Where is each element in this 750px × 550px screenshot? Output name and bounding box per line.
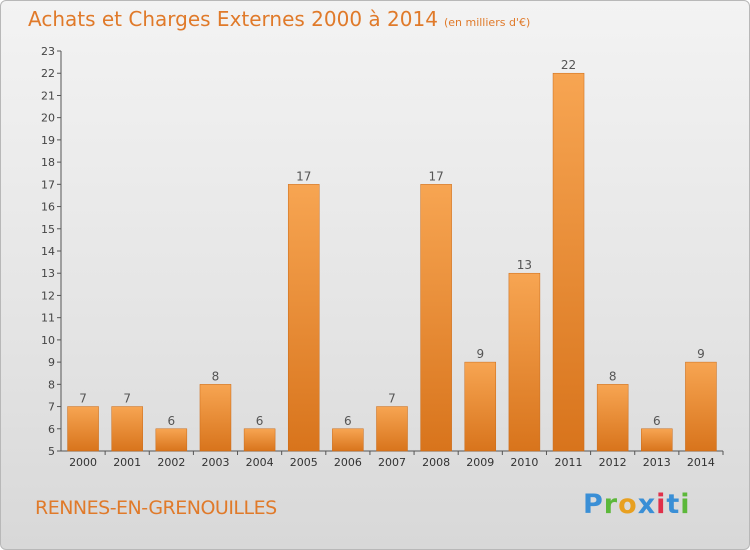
bar-value-label: 7 [388, 392, 396, 406]
x-tick-label: 2006 [334, 456, 362, 469]
y-tick-label: 6 [48, 423, 55, 436]
axes-group: 5 6 7 8 9 10 11 12 13 14 15 16 17 18 19 20 21 22 23 [41, 45, 724, 458]
logo-letter: i [680, 489, 691, 520]
bar [67, 406, 99, 452]
bar-value-label: 6 [653, 414, 661, 428]
y-tick-label: 12 [41, 289, 55, 302]
y-tick-label: 22 [41, 67, 55, 80]
x-tick-label: 2014 [687, 456, 715, 469]
bar-value-label: 13 [517, 258, 532, 272]
y-tick-label: 17 [41, 178, 55, 191]
bar [596, 384, 629, 452]
y-tick-label: 14 [41, 245, 55, 258]
bar [420, 184, 452, 452]
y-tick-label: 5 [48, 445, 55, 458]
bar-value-label: 8 [212, 369, 220, 383]
bar [685, 361, 717, 452]
bar-value-label: 6 [256, 414, 264, 428]
x-tick-label: 2004 [246, 456, 274, 469]
chart-title: Achats et Charges Externes 2000 à 2014 (e… [28, 7, 530, 31]
bar-value-label: 7 [123, 392, 131, 406]
x-tick-label: 2002 [157, 456, 185, 469]
chart-unit-label: (en milliers d'€) [443, 16, 531, 29]
bar [376, 406, 408, 452]
bar-value-label: 8 [609, 369, 617, 383]
y-tick-label: 13 [41, 267, 55, 280]
bar-value-label: 6 [344, 414, 352, 428]
bars-group [67, 72, 717, 452]
x-tick-label: 2008 [422, 456, 450, 469]
bar-value-label: 7 [79, 392, 87, 406]
x-tick-label: 2013 [643, 456, 671, 469]
y-tick-label: 18 [41, 156, 55, 169]
bar [243, 428, 276, 452]
chart-title-text: Achats et Charges Externes 2000 à 2014 [28, 7, 438, 31]
bar [464, 361, 497, 452]
bar-value-label: 6 [168, 414, 176, 428]
y-tick-label: 7 [48, 401, 55, 414]
logo-letter: x [637, 489, 657, 520]
logo-letter: P [583, 489, 604, 520]
bar-value-label: 17 [296, 169, 311, 183]
y-tick-label: 19 [41, 134, 55, 147]
y-tick-label: 11 [41, 312, 55, 325]
x-tick-label: 2007 [378, 456, 406, 469]
bar [552, 72, 585, 452]
y-tick-label: 21 [41, 89, 55, 102]
proxiti-logo: Proxiti [583, 489, 691, 520]
y-tick-label: 10 [41, 334, 55, 347]
y-tick-label: 23 [41, 45, 55, 58]
logo-letter: t [666, 489, 681, 520]
x-tick-label: 2003 [201, 456, 229, 469]
x-tick-label: 2009 [466, 456, 494, 469]
bar [641, 428, 673, 452]
y-tick-label: 15 [41, 223, 55, 236]
bar-value-label: 9 [697, 347, 705, 361]
x-tick-label: 2010 [510, 456, 538, 469]
x-tick-label: 2001 [113, 456, 141, 469]
bar [287, 184, 320, 452]
x-tick-label: 2011 [555, 456, 583, 469]
bar [508, 272, 541, 452]
y-tick-label: 20 [41, 112, 55, 125]
bar-value-label: 17 [428, 169, 443, 183]
bar-value-label: 22 [561, 58, 576, 72]
bar [111, 406, 143, 452]
y-tick-label: 9 [48, 356, 55, 369]
x-tick-label: 2000 [69, 456, 97, 469]
logo-letter: o [618, 489, 638, 520]
y-tick-label: 8 [48, 378, 55, 391]
logo-letter: r [603, 489, 619, 520]
y-tick-label: 16 [41, 201, 55, 214]
bar [155, 428, 188, 452]
bar [199, 384, 232, 452]
x-tick-label: 2012 [599, 456, 627, 469]
commune-name: RENNES-EN-GRENOUILLES [35, 497, 277, 519]
bar [332, 428, 364, 452]
x-tick-label: 2005 [290, 456, 318, 469]
logo-letter: i [656, 489, 667, 520]
bar-value-label: 9 [476, 347, 484, 361]
labels-group: 7 2000 7 2001 6 2002 8 2003 6 2004 17 2005 6 2006 7 200… [69, 58, 715, 469]
